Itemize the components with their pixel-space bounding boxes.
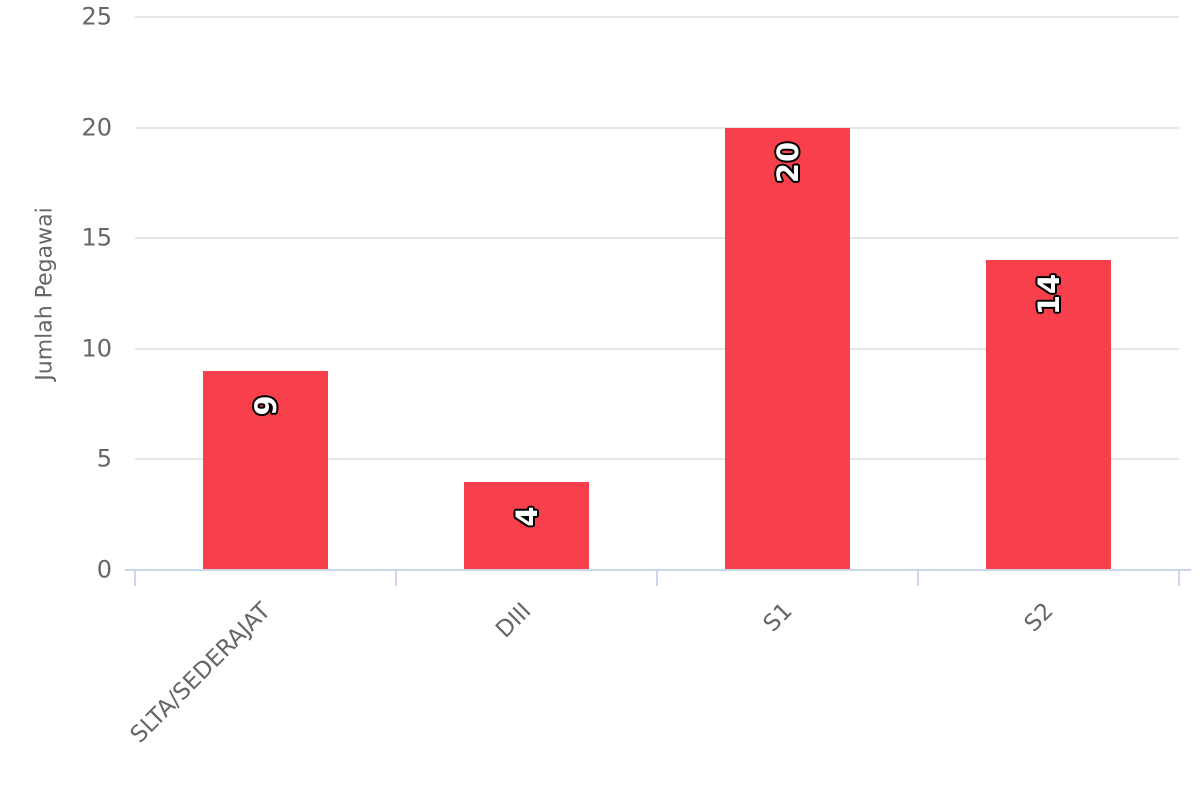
x-axis-line: [125, 569, 1191, 571]
x-category-label: S2: [1019, 598, 1059, 638]
bar-value-label: 4: [509, 504, 544, 527]
y-tick-label-10: 10: [81, 334, 112, 363]
gridline-25: [135, 16, 1179, 18]
x-axis-tick: [1178, 570, 1180, 586]
bar-value-label: 20: [770, 140, 805, 183]
x-category-label: SLTA/SEDERAJAT: [125, 598, 276, 749]
bar-value-label: 14: [1031, 273, 1066, 316]
x-axis-tick: [917, 570, 919, 586]
x-category-label: DIII: [491, 598, 537, 644]
gridline-10: [135, 347, 1179, 350]
bar-value-label: 9: [248, 394, 283, 416]
gridline-20: [135, 126, 1179, 129]
y-tick-label-0: 0: [96, 555, 112, 584]
y-tick-label-25: 25: [81, 2, 112, 31]
gridline-15: [135, 237, 1179, 240]
x-axis-tick: [134, 570, 136, 586]
x-category-label: S1: [758, 598, 798, 638]
x-axis-tick: [656, 570, 658, 586]
bar-s2[interactable]: 14: [986, 260, 1111, 570]
plot-area: 9 4 20 14: [125, 16, 1191, 586]
bar-slta-sederajat[interactable]: 9: [203, 370, 328, 570]
x-axis-tick: [395, 570, 397, 586]
y-tick-label-15: 15: [81, 223, 112, 252]
y-tick-label-5: 5: [96, 444, 112, 473]
gridline-5: [135, 458, 1179, 461]
bar-s1[interactable]: 20: [725, 127, 850, 570]
y-tick-label-20: 20: [81, 113, 112, 142]
bar-diii[interactable]: 4: [464, 481, 589, 570]
